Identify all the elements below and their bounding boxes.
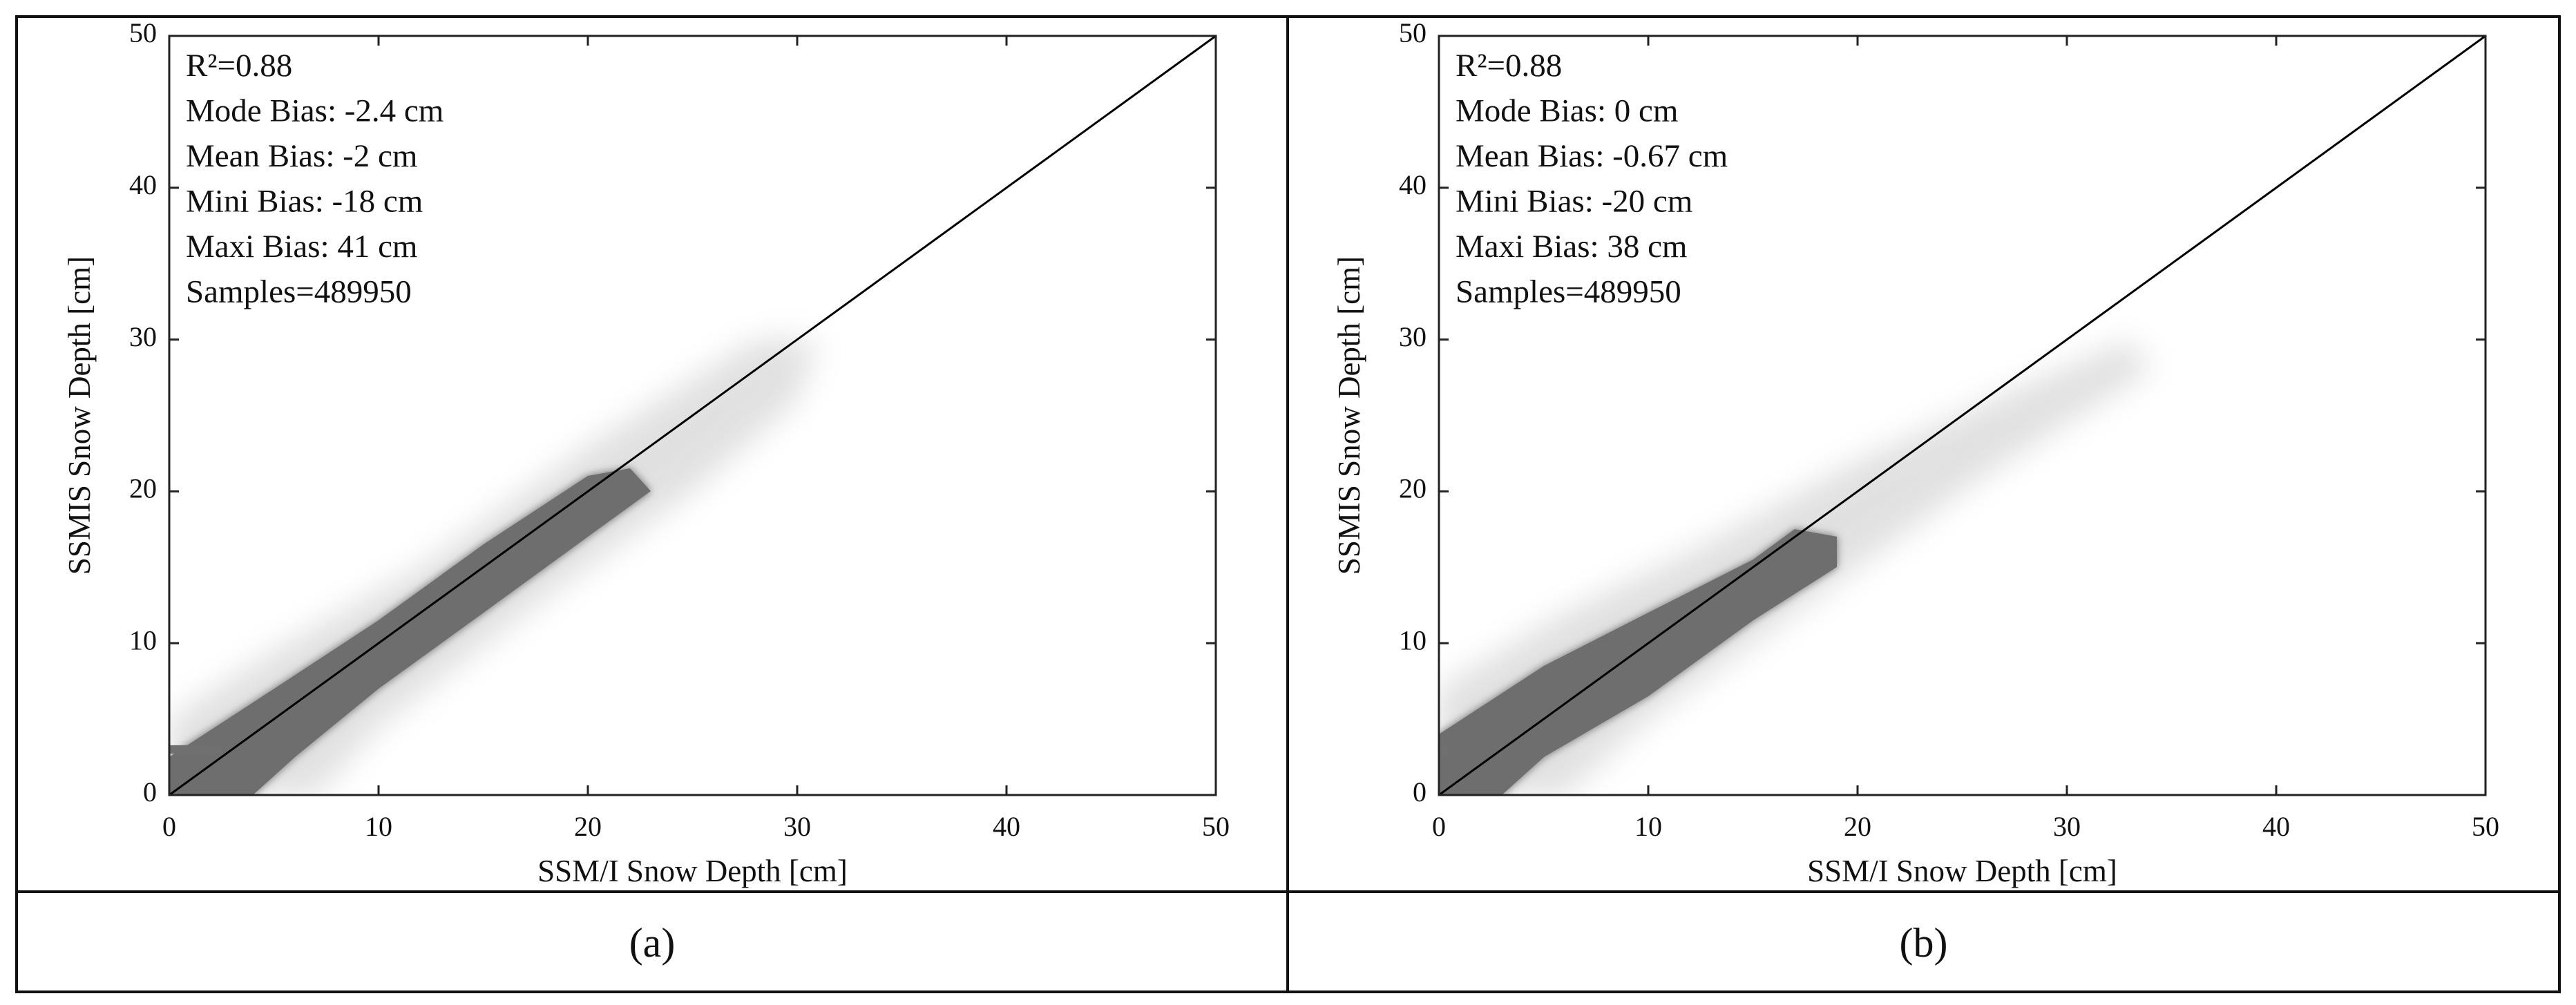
x-tick-label: 50 <box>2472 811 2499 842</box>
x-tick-label: 40 <box>2262 811 2290 842</box>
y-tick-label: 0 <box>1413 776 1427 807</box>
y-tick-label: 10 <box>129 624 157 655</box>
y-tick-label: 50 <box>1399 17 1427 48</box>
x-tick-label: 0 <box>1432 811 1446 842</box>
annotation: Samples=489950 <box>186 274 412 310</box>
identity-line <box>1438 35 2486 796</box>
annotation: R²=0.88 <box>186 48 292 84</box>
x-tick-label: 30 <box>2053 811 2081 842</box>
plot-frame <box>1438 35 2487 796</box>
x-tick-label: 20 <box>574 811 602 842</box>
caption: (a) <box>629 920 676 966</box>
y-axis-label: SSMIS Snow Depth [cm] <box>1332 256 1366 575</box>
caption: (b) <box>1900 920 1948 966</box>
y-tick-label: 20 <box>129 473 157 504</box>
x-tick-label: 50 <box>1202 811 1230 842</box>
y-tick-label: 50 <box>129 17 157 48</box>
y-tick-label: 0 <box>143 776 157 807</box>
x-axis-label: SSM/I Snow Depth [cm] <box>537 854 848 888</box>
density-cloud <box>1439 340 2150 795</box>
y-tick-label: 10 <box>1399 624 1427 655</box>
annotation: Mode Bias: -2.4 cm <box>186 93 443 129</box>
annotation: Mini Bias: -20 cm <box>1456 184 1692 220</box>
x-tick-label: 10 <box>1634 811 1662 842</box>
x-tick-label: 40 <box>993 811 1020 842</box>
annotation: R²=0.88 <box>1456 48 1562 84</box>
annotation: Samples=489950 <box>1456 274 1681 310</box>
y-tick-label: 30 <box>1399 321 1427 352</box>
plot-frame <box>168 35 1217 796</box>
annotation: Mean Bias: -0.67 cm <box>1456 138 1728 174</box>
y-tick-label: 40 <box>129 169 157 200</box>
annotation: Mean Bias: -2 cm <box>186 138 417 174</box>
y-tick-label: 30 <box>129 321 157 352</box>
y-tick-label: 20 <box>1399 473 1427 504</box>
x-axis-label: SSM/I Snow Depth [cm] <box>1807 854 2117 888</box>
annotation: Maxi Bias: 38 cm <box>1456 229 1688 265</box>
annotation: Maxi Bias: 41 cm <box>186 229 418 265</box>
x-tick-label: 10 <box>365 811 392 842</box>
annotation: Mode Bias: 0 cm <box>1456 93 1678 129</box>
x-tick-label: 30 <box>783 811 811 842</box>
density-cloud <box>169 340 818 795</box>
identity-line <box>169 35 1217 796</box>
x-tick-label: 0 <box>162 811 176 842</box>
x-tick-label: 20 <box>1844 811 1871 842</box>
annotation: Mini Bias: -18 cm <box>186 184 423 220</box>
y-tick-label: 40 <box>1399 169 1427 200</box>
y-axis-label: SSMIS Snow Depth [cm] <box>62 256 97 575</box>
